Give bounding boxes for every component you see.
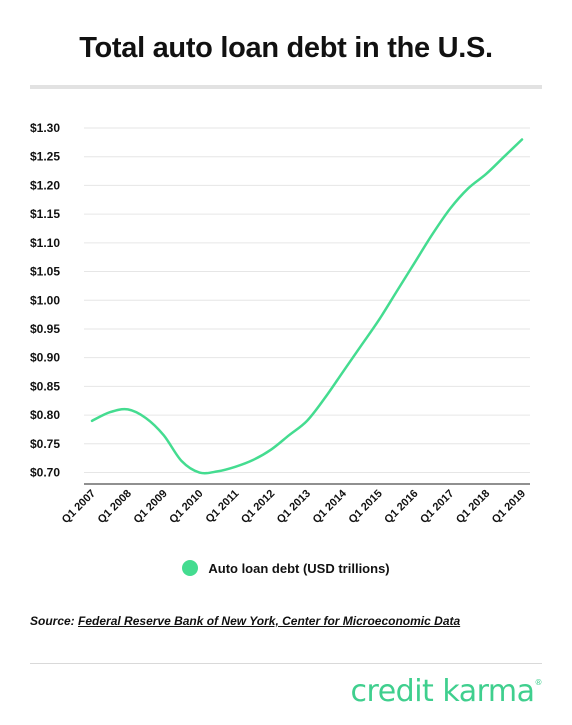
- footer-divider: [30, 663, 542, 664]
- x-tick-label: Q1 2010: [167, 488, 205, 526]
- legend-label: Auto loan debt (USD trillions): [208, 560, 390, 576]
- x-tick-label: Q1 2018: [454, 488, 492, 526]
- source-note: Source: Federal Reserve Bank of New York…: [30, 614, 460, 628]
- x-tick-label: Q1 2013: [275, 488, 313, 526]
- x-tick-label: Q1 2014: [311, 487, 350, 526]
- y-tick-label: $0.95: [30, 322, 60, 336]
- y-tick-label: $1.05: [30, 265, 60, 279]
- logo-text: credit karma: [350, 674, 535, 709]
- source-prefix: Source:: [30, 614, 75, 628]
- x-tick-label: Q1 2008: [96, 488, 134, 526]
- legend-marker: [182, 560, 199, 576]
- y-tick-label: $1.10: [30, 236, 60, 250]
- legend: Auto loan debt (USD trillions): [0, 560, 572, 576]
- x-tick-label: Q1 2012: [239, 488, 277, 526]
- x-tick-label: Q1 2015: [346, 488, 384, 526]
- y-tick-label: $0.75: [30, 437, 60, 451]
- registered-mark: ®: [534, 678, 543, 687]
- chart-title: Total auto loan debt in the U.S.: [79, 32, 493, 64]
- y-tick-label: $0.90: [30, 351, 60, 365]
- x-tick-label: Q1 2019: [490, 488, 528, 526]
- y-tick-label: $1.00: [30, 293, 60, 307]
- y-tick-label: $1.20: [30, 178, 60, 192]
- x-tick-label: Q1 2011: [204, 488, 242, 526]
- x-tick-label: Q1 2007: [60, 488, 98, 526]
- title-divider: [30, 85, 542, 89]
- y-tick-label: $0.80: [30, 408, 60, 422]
- credit-karma-logo: credit karma®: [350, 674, 543, 709]
- y-tick-label: $1.25: [30, 150, 60, 164]
- y-tick-label: $0.85: [30, 379, 60, 393]
- x-tick-label: Q1 2017: [418, 488, 456, 526]
- series-line-auto-loan-debt: [90, 138, 524, 475]
- line-chart: $0.70 $0.75 $0.80 $0.85 $0.90 $0.95 $1.00 $1.05…: [30, 121, 530, 526]
- source-link[interactable]: Federal Reserve Bank of New York, Center…: [78, 614, 461, 628]
- y-tick-label: $1.15: [30, 207, 60, 221]
- y-tick-label: $1.30: [30, 121, 60, 135]
- x-tick-label: Q1 2016: [382, 488, 420, 526]
- x-tick-label: Q1 2009: [131, 488, 169, 526]
- y-tick-label: $0.70: [30, 466, 60, 480]
